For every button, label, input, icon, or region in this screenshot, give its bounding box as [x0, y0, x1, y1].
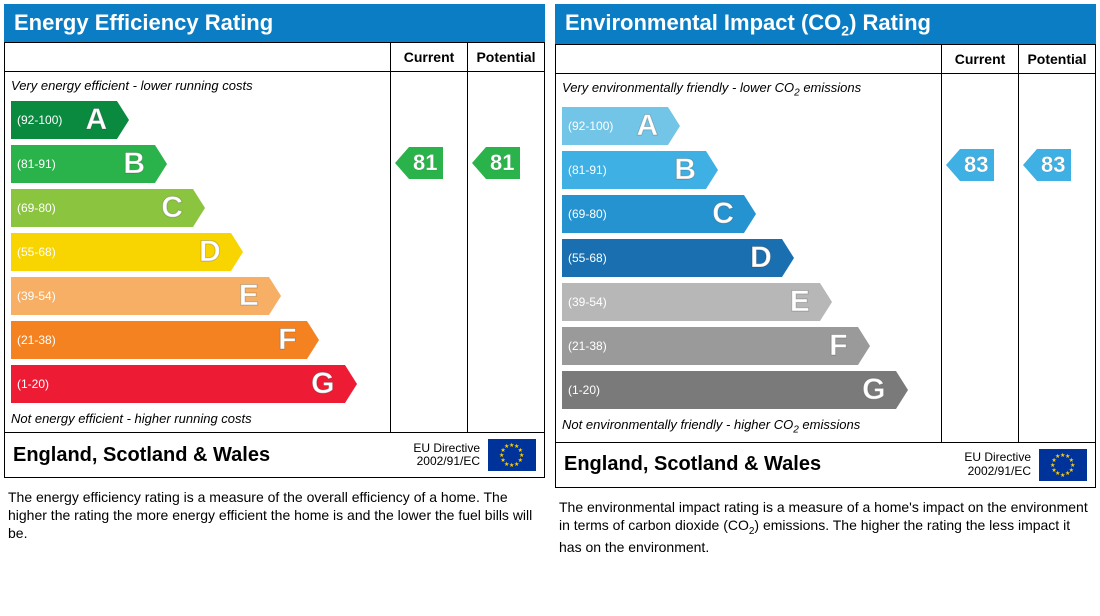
band-letter: D [750, 241, 772, 275]
rating-pointer: 81 [395, 147, 443, 179]
band-range: (1-20) [11, 377, 49, 391]
chart-box: Current Potential Very energy efficient … [4, 42, 545, 478]
band-letter: A [636, 109, 658, 143]
rating-band-row: (21-38) F [5, 319, 390, 361]
rating-band-row: (1-20) G [556, 369, 941, 411]
rating-band-e: (39-54) E [11, 277, 269, 315]
rating-panel: Energy Efficiency Rating Current Potenti… [4, 4, 545, 556]
rating-band-a: (92-100) A [11, 101, 117, 139]
band-letter: C [712, 197, 734, 231]
band-letter: C [161, 191, 183, 225]
directive-label: EU Directive2002/91/EC [413, 442, 480, 468]
potential-col: 81 [467, 72, 544, 432]
panel-footer: England, Scotland & Wales EU Directive20… [5, 432, 544, 477]
current-col: 83 [941, 74, 1018, 441]
band-range: (92-100) [562, 119, 613, 133]
col-current: Current [941, 45, 1018, 73]
rating-band-row: (39-54) E [5, 275, 390, 317]
rating-band-row: (69-80) C [5, 187, 390, 229]
rating-band-f: (21-38) F [562, 327, 858, 365]
band-range: (55-68) [562, 251, 607, 265]
band-range: (81-91) [562, 163, 607, 177]
band-range: (39-54) [11, 289, 56, 303]
band-letter: B [674, 153, 696, 187]
eu-flag-icon: ★★★★★★★★★★★★ [488, 439, 536, 471]
chart-header: Current Potential [556, 45, 1095, 74]
chart-box: Current Potential Very environmentally f… [555, 44, 1096, 487]
band-range: (1-20) [562, 383, 600, 397]
potential-col: 83 [1018, 74, 1095, 441]
rating-band-d: (55-68) D [562, 239, 782, 277]
panel-description: The environmental impact rating is a mea… [555, 488, 1096, 556]
rating-pointer: 83 [1023, 149, 1071, 181]
band-range: (69-80) [11, 201, 56, 215]
band-letter: F [278, 323, 296, 357]
rating-band-e: (39-54) E [562, 283, 820, 321]
rating-pointer: 83 [946, 149, 994, 181]
rating-band-b: (81-91) B [562, 151, 706, 189]
rating-panel: Environmental Impact (CO2) Rating Curren… [555, 4, 1096, 556]
rating-band-row: (69-80) C [556, 193, 941, 235]
rating-band-row: (39-54) E [556, 281, 941, 323]
col-potential: Potential [1018, 45, 1095, 73]
chart-header: Current Potential [5, 43, 544, 72]
rating-band-row: (81-91) B [5, 143, 390, 185]
rating-band-row: (21-38) F [556, 325, 941, 367]
rating-band-row: (55-68) D [5, 231, 390, 273]
directive-label: EU Directive2002/91/EC [964, 451, 1031, 477]
panel-description: The energy efficiency rating is a measur… [4, 478, 545, 543]
band-range: (21-38) [562, 339, 607, 353]
band-letter: B [123, 147, 145, 181]
rating-band-g: (1-20) G [562, 371, 896, 409]
eu-flag-icon: ★★★★★★★★★★★★ [1039, 449, 1087, 481]
panel-title: Environmental Impact (CO2) Rating [555, 4, 1096, 44]
band-letter: D [199, 235, 221, 269]
band-range: (81-91) [11, 157, 56, 171]
rating-band-c: (69-80) C [11, 189, 193, 227]
band-range: (39-54) [562, 295, 607, 309]
rating-band-row: (55-68) D [556, 237, 941, 279]
rating-band-d: (55-68) D [11, 233, 231, 271]
band-range: (21-38) [11, 333, 56, 347]
rating-band-f: (21-38) F [11, 321, 307, 359]
caption-bottom: Not environmentally friendly - higher CO… [556, 413, 941, 438]
band-letter: A [85, 103, 107, 137]
band-letter: G [862, 373, 885, 407]
bands-area: Very energy efficient - lower running co… [5, 72, 544, 432]
caption-top: Very energy efficient - lower running co… [5, 76, 390, 97]
band-letter: G [311, 367, 334, 401]
rating-band-b: (81-91) B [11, 145, 155, 183]
region-label: England, Scotland & Wales [13, 444, 413, 467]
band-range: (92-100) [11, 113, 62, 127]
col-potential: Potential [467, 43, 544, 71]
col-current: Current [390, 43, 467, 71]
band-letter: E [239, 279, 259, 313]
band-letter: E [790, 285, 810, 319]
rating-band-row: (92-100) A [556, 105, 941, 147]
band-range: (55-68) [11, 245, 56, 259]
rating-pointer: 81 [472, 147, 520, 179]
caption-top: Very environmentally friendly - lower CO… [556, 78, 941, 103]
caption-bottom: Not energy efficient - higher running co… [5, 407, 390, 428]
rating-band-a: (92-100) A [562, 107, 668, 145]
rating-band-row: (81-91) B [556, 149, 941, 191]
bands-area: Very environmentally friendly - lower CO… [556, 74, 1095, 441]
rating-band-row: (1-20) G [5, 363, 390, 405]
rating-band-g: (1-20) G [11, 365, 345, 403]
region-label: England, Scotland & Wales [564, 453, 964, 476]
current-col: 81 [390, 72, 467, 432]
band-letter: F [829, 329, 847, 363]
band-range: (69-80) [562, 207, 607, 221]
rating-band-row: (92-100) A [5, 99, 390, 141]
rating-band-c: (69-80) C [562, 195, 744, 233]
panel-footer: England, Scotland & Wales EU Directive20… [556, 442, 1095, 487]
panel-title: Energy Efficiency Rating [4, 4, 545, 42]
